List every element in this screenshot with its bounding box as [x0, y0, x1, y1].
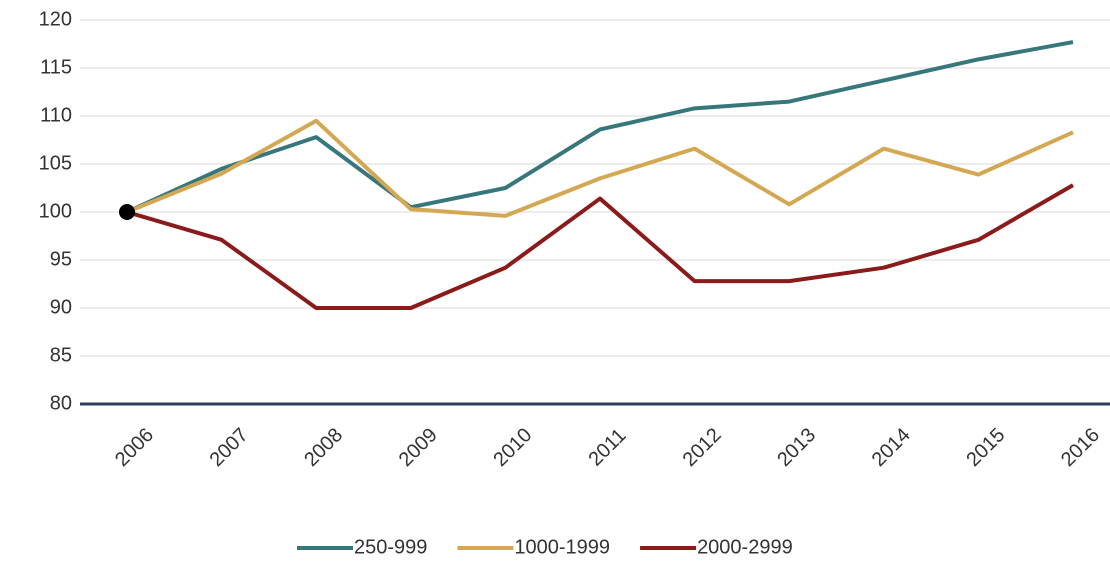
x-tick-label: 2016: [1057, 424, 1104, 471]
x-tick-label: 2012: [679, 424, 726, 471]
y-tick-label: 115: [40, 56, 72, 78]
x-tick-label: 2010: [489, 424, 536, 471]
y-tick-label: 100: [39, 200, 72, 222]
y-tick-label: 120: [39, 8, 72, 30]
x-tick-label: 2013: [773, 424, 820, 471]
x-tick-label: 2014: [868, 424, 915, 471]
legend-label: 250-999: [354, 536, 427, 558]
x-tick-label: 2009: [395, 424, 442, 471]
highlight-point: [119, 204, 135, 220]
series-line: [126, 183, 1075, 310]
legend-label: 2000-2999: [697, 536, 793, 558]
y-tick-label: 95: [50, 248, 72, 270]
x-tick-label: 2011: [585, 425, 631, 471]
y-tick-label: 85: [50, 344, 72, 366]
x-tick-label: 2007: [206, 424, 253, 471]
y-tick-label: 110: [40, 104, 72, 126]
x-tick-label: 2008: [300, 424, 347, 471]
series-line: [126, 40, 1074, 214]
y-tick-label: 90: [50, 296, 72, 318]
x-tick-label: 2015: [962, 424, 1009, 471]
y-tick-label: 80: [50, 392, 72, 414]
y-tick-label: 105: [39, 152, 72, 174]
series-line: [126, 118, 1074, 218]
legend-label: 1000-1999: [514, 536, 610, 558]
x-tick-label: 2006: [111, 424, 158, 471]
